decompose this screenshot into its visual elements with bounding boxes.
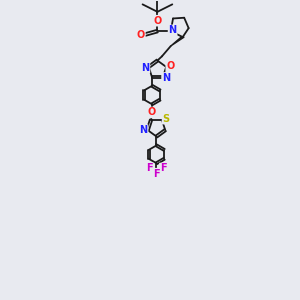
Text: O: O (148, 107, 156, 117)
Text: O: O (166, 61, 175, 71)
Text: S: S (163, 114, 170, 124)
Text: N: N (140, 125, 148, 135)
Text: N: N (141, 63, 149, 73)
Text: N: N (169, 26, 177, 35)
Text: O: O (153, 16, 162, 26)
Text: N: N (162, 73, 170, 83)
Text: O: O (137, 30, 145, 40)
Text: F: F (146, 164, 153, 173)
Text: F: F (160, 164, 166, 173)
Text: F: F (153, 169, 160, 179)
Polygon shape (171, 37, 184, 46)
